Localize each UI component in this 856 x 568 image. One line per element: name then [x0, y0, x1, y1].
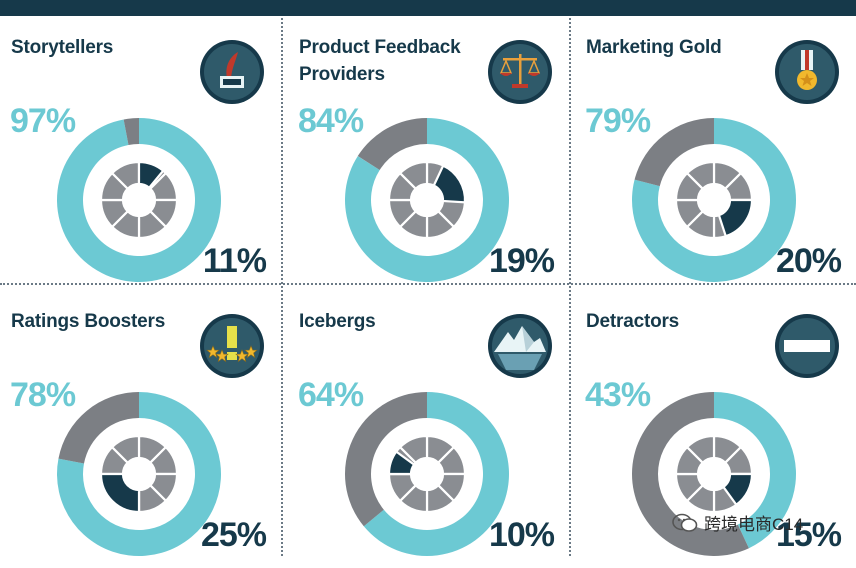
top-bar [0, 0, 856, 16]
segment-panel: Icebergs 64% 10% [288, 292, 574, 562]
outer-value-segment [345, 118, 509, 282]
donut-chart [632, 392, 796, 556]
quill-ink-icon [200, 40, 264, 104]
inner-value-segment [432, 164, 467, 204]
inner-ring-slice [685, 434, 716, 465]
donut-chart [345, 118, 509, 282]
inner-percent-label: 20% [775, 242, 842, 280]
minus-bar-icon [775, 314, 839, 378]
outer-percent-label: 97% [10, 102, 76, 140]
wechat-icon [672, 513, 698, 532]
medal-icon [775, 40, 839, 104]
segment-title: Marketing Gold [586, 37, 722, 58]
segment-panel: Product Feedback Providers 84% 19% [288, 18, 574, 288]
watermark: 跨境电商C14 [672, 510, 803, 535]
scales-icon [488, 40, 552, 104]
outer-value-segment [363, 392, 509, 556]
inner-ring-slice [398, 160, 429, 191]
outer-remainder-segment [123, 118, 139, 145]
outer-value-segment [632, 118, 796, 282]
inner-ring-slice [110, 434, 141, 465]
outer-value-segment [57, 118, 221, 282]
inner-percent-label: 19% [488, 242, 555, 280]
outer-remainder-segment [632, 392, 749, 556]
outer-percent-label: 43% [585, 376, 651, 414]
outer-percent-label: 79% [585, 102, 651, 140]
donut-chart [632, 118, 796, 282]
inner-value-segment [721, 472, 754, 507]
segment-title: Product Feedback Providers [299, 37, 461, 85]
outer-value-segment [714, 392, 796, 549]
watermark-text: 跨境电商C14 [704, 515, 804, 534]
outer-remainder-segment [58, 392, 139, 464]
segment-title: Storytellers [11, 37, 114, 58]
outer-value-segment [56, 392, 221, 556]
segment-panel: Marketing Gold 79% 20% [575, 18, 856, 288]
iceberg-icon [488, 314, 552, 378]
inner-percent-label: 15% [775, 516, 842, 554]
inner-value-segment [387, 450, 416, 476]
inner-percent-label: 10% [488, 516, 555, 554]
donut-chart [345, 392, 509, 556]
inner-value-segment [137, 160, 165, 190]
inner-percent-label: 11% [202, 242, 267, 280]
segment-title: Ratings Boosters [11, 311, 166, 332]
inner-value-segment [99, 472, 141, 514]
segment-panel: Ratings Boosters 78% 25% [0, 292, 286, 562]
outer-remainder-segment [345, 392, 427, 527]
inner-ring-slice [685, 160, 716, 191]
inner-ring-slice [398, 434, 429, 465]
segment-panel: Detractors 43% 15% [575, 292, 856, 562]
inner-value-segment [717, 198, 754, 238]
outer-remainder-segment [357, 118, 427, 170]
column-divider [281, 18, 283, 556]
column-divider [569, 18, 571, 556]
row-divider [0, 283, 856, 285]
outer-remainder-segment [634, 118, 714, 187]
segment-title: Icebergs [299, 311, 376, 332]
inner-percent-label: 25% [200, 516, 267, 554]
outer-percent-label: 64% [298, 376, 364, 414]
outer-percent-label: 84% [298, 102, 364, 140]
segment-title: Detractors [586, 311, 680, 332]
segment-panel: Storytellers 97% 11% [0, 18, 286, 288]
donut-chart [56, 392, 221, 556]
donut-chart [57, 118, 221, 282]
outer-percent-label: 78% [10, 376, 76, 414]
stars-exclamation-icon [200, 314, 264, 378]
